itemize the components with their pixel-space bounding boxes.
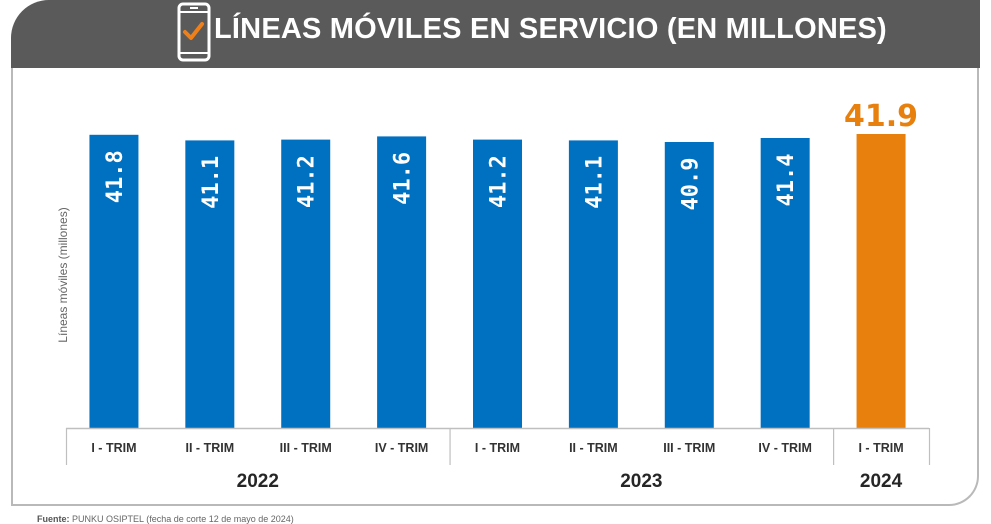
year-label: 2022: [237, 471, 279, 492]
data-label: 40.9: [678, 158, 703, 211]
page-title: LÍNEAS MÓVILES EN SERVICIO (EN MILLONES): [214, 13, 887, 45]
y-axis-label: Líneas móviles (millones): [56, 207, 70, 342]
data-label: 41.2: [295, 155, 320, 208]
category-label: I - TRIM: [858, 441, 903, 455]
bar: [89, 134, 139, 429]
data-label: 41.2: [487, 155, 512, 208]
category-label: III - TRIM: [663, 441, 715, 455]
source-note: Fuente: PUNKU OSIPTEL (fecha de corte 12…: [37, 514, 294, 524]
data-label: 41.6: [391, 152, 416, 205]
chart-panel: [11, 0, 979, 506]
bar: [281, 139, 331, 428]
category-label: IV - TRIM: [375, 441, 428, 455]
source-label: Fuente:: [37, 514, 70, 524]
bar: [664, 142, 714, 428]
category-label: I - TRIM: [91, 441, 136, 455]
data-label: 41.9: [844, 99, 918, 134]
bar: [760, 138, 810, 428]
bar: [473, 139, 522, 428]
category-label: II - TRIM: [186, 441, 235, 455]
data-label: 41.8: [103, 150, 128, 203]
bar: [568, 140, 618, 428]
bar: [377, 136, 427, 428]
category-label: II - TRIM: [569, 441, 618, 455]
header-banner: [11, 0, 980, 68]
year-label: 2023: [620, 471, 662, 492]
bar: [185, 140, 235, 428]
category-label: III - TRIM: [280, 441, 332, 455]
data-label: 41.1: [199, 156, 224, 209]
year-label: 2024: [860, 471, 903, 492]
source-text: PUNKU OSIPTEL (fecha de corte 12 de mayo…: [72, 514, 294, 524]
data-label: 41.4: [774, 154, 799, 207]
bar: [856, 134, 906, 428]
smartphone-check-icon: [177, 2, 211, 62]
category-label: IV - TRIM: [758, 441, 811, 455]
category-label: I - TRIM: [475, 441, 520, 455]
data-label: 41.1: [582, 156, 607, 209]
